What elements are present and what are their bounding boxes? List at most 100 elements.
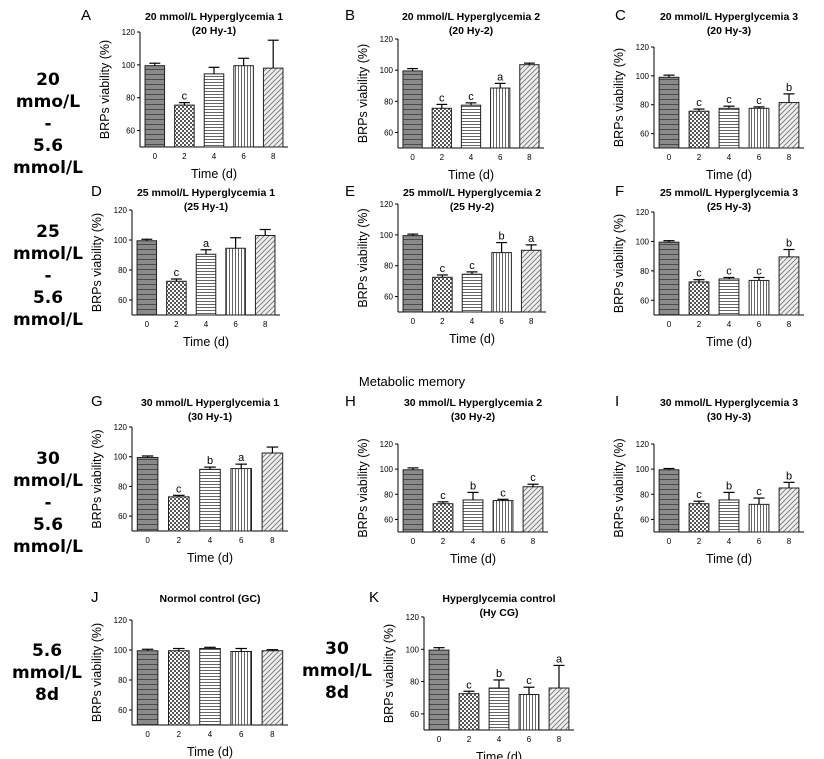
panel-letter: F — [615, 183, 624, 200]
bar — [199, 648, 221, 726]
bar — [254, 235, 276, 316]
x-tick-label: 0 — [667, 537, 672, 546]
y-axis-label: BRPs viability (%) — [356, 438, 370, 537]
row-label-control: 5.6 mmol/L 8d — [2, 640, 92, 706]
chart-title: 20 mmol/L Hyperglycemia 2 — [402, 11, 540, 23]
y-tick-label: 60 — [640, 130, 649, 139]
y-tick-label: 60 — [384, 293, 393, 302]
x-tick-label: 4 — [212, 152, 217, 161]
panel-letter: H — [345, 393, 356, 410]
x-tick-label: 2 — [440, 153, 445, 162]
bar — [402, 469, 424, 533]
x-tick-label: 2 — [440, 317, 445, 326]
bar — [488, 687, 510, 731]
significance-label: b — [499, 231, 505, 243]
y-tick-label: 80 — [640, 490, 649, 499]
bar — [548, 687, 570, 731]
y-tick-label: 120 — [380, 35, 394, 44]
y-axis-label: BRPs viability (%) — [356, 44, 370, 143]
panel-letter: I — [615, 393, 619, 410]
y-tick-label: 120 — [380, 440, 394, 449]
chart-subtitle: (25 Hy-1) — [184, 201, 228, 213]
y-axis-label: BRPs viability (%) — [382, 624, 396, 723]
bar — [490, 87, 511, 149]
panel-letter: C — [615, 7, 626, 24]
x-axis-label: Time (d) — [450, 552, 496, 566]
chart-panel-d: D 25 mmol/L Hyperglycemia 1(25 Hy-1)60801… — [90, 183, 280, 349]
bar — [199, 468, 221, 532]
x-tick-label: 6 — [241, 152, 246, 161]
x-tick-label: 8 — [787, 153, 792, 162]
y-tick-label: 60 — [410, 710, 419, 719]
chart-panel-c: C 20 mmol/L Hyperglycemia 3(20 Hy-3)60801… — [612, 7, 804, 182]
row-label-hy-control: 30 mmol/L 8d — [294, 638, 380, 704]
chart-panel-h: H 30 mmol/L Hyperglycemia 2(30 Hy-2)60801… — [345, 393, 548, 566]
y-tick-label: 120 — [114, 616, 128, 625]
x-tick-label: 8 — [531, 537, 536, 546]
x-tick-label: 2 — [174, 320, 179, 329]
x-tick-label: 2 — [697, 537, 702, 546]
chart-subtitle: (20 Hy-2) — [449, 25, 493, 37]
bar — [778, 102, 800, 149]
chart-subtitle: (30 Hy-2) — [451, 411, 495, 423]
y-tick-label: 120 — [636, 43, 650, 52]
y-tick-label: 100 — [380, 66, 394, 75]
significance-label: c — [756, 486, 762, 498]
y-tick-label: 120 — [114, 423, 128, 432]
significance-label: c — [440, 263, 446, 275]
x-axis-label: Time (d) — [187, 551, 233, 565]
row-label-line: 30 mmol/L — [13, 449, 83, 491]
bar — [520, 249, 542, 313]
bar — [461, 273, 483, 313]
significance-label: a — [238, 452, 245, 464]
bar — [225, 247, 246, 316]
x-tick-label: 2 — [177, 536, 182, 545]
bar — [718, 499, 740, 533]
bar — [748, 279, 770, 316]
y-axis-label: BRPs viability (%) — [612, 438, 626, 537]
significance-label: c — [466, 679, 472, 691]
bar — [230, 651, 252, 726]
bar — [688, 281, 710, 316]
y-tick-label: 120 — [114, 206, 128, 215]
x-tick-label: 0 — [410, 153, 415, 162]
bar — [174, 104, 195, 148]
x-tick-label: 4 — [469, 153, 474, 162]
bar — [778, 487, 800, 533]
y-tick-label: 120 — [636, 208, 650, 217]
x-axis-label: Time (d) — [187, 745, 233, 759]
bar — [778, 256, 800, 316]
x-tick-label: 8 — [529, 317, 534, 326]
y-tick-label: 80 — [640, 267, 649, 276]
x-tick-label: 6 — [757, 537, 762, 546]
significance-label: b — [786, 238, 792, 250]
x-tick-label: 4 — [727, 320, 732, 329]
x-axis-label: Time (d) — [706, 552, 752, 566]
significance-label: c — [176, 483, 182, 495]
y-tick-label: 100 — [380, 465, 394, 474]
bar — [522, 486, 544, 533]
y-tick-label: 80 — [410, 678, 419, 687]
bar — [491, 252, 512, 313]
bar — [518, 693, 540, 731]
y-tick-label: 60 — [640, 296, 649, 305]
x-axis-label: Time (d) — [183, 335, 229, 349]
bar — [460, 104, 482, 149]
bar — [402, 70, 423, 149]
bar — [195, 253, 217, 316]
y-axis-label: BRPs viability (%) — [612, 214, 626, 313]
y-tick-label: 60 — [118, 296, 127, 305]
bar — [262, 67, 284, 148]
y-tick-label: 80 — [118, 482, 127, 491]
y-tick-label: 60 — [126, 127, 135, 136]
significance-label: a — [528, 233, 535, 245]
x-axis-label: Time (d) — [706, 335, 752, 349]
bar — [230, 468, 252, 532]
significance-label: c — [696, 268, 702, 280]
x-tick-label: 8 — [527, 153, 532, 162]
row-label-line: 5.6 mmol/L — [13, 515, 83, 557]
panel-letter: B — [345, 7, 355, 24]
